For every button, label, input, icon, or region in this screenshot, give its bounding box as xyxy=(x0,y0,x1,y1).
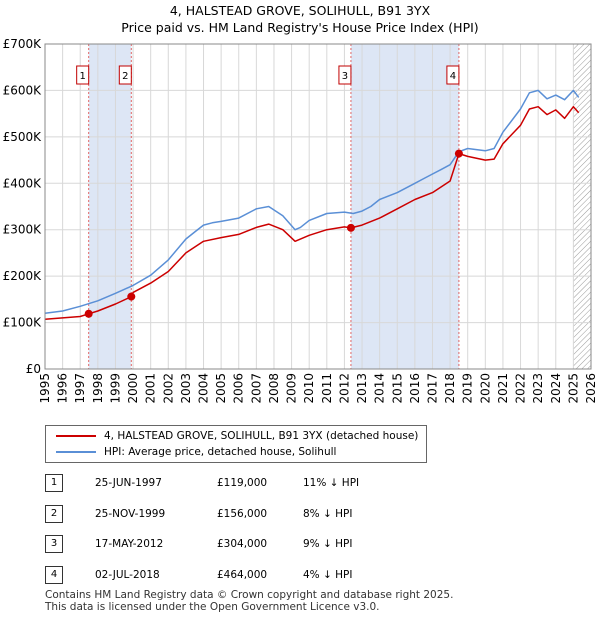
sale-marker-box xyxy=(118,65,132,85)
x-tick-label: 2016 xyxy=(408,373,422,404)
x-tick-label: 1996 xyxy=(56,373,70,404)
y-tick-label: £400K xyxy=(3,176,43,190)
chart-title-line2: Price paid vs. HM Land Registry's House … xyxy=(121,20,479,35)
x-tick-label: 2024 xyxy=(549,373,563,404)
x-tick-label: 2023 xyxy=(531,373,545,404)
x-tick-label: 2002 xyxy=(161,373,175,404)
footer-line1: Contains HM Land Registry data © Crown c… xyxy=(45,589,454,601)
legend-label-property: 4, HALSTEAD GROVE, SOLIHULL, B91 3YX (de… xyxy=(104,430,419,442)
legend: 4, HALSTEAD GROVE, SOLIHULL, B91 3YX (de… xyxy=(45,425,427,463)
footer: Contains HM Land Registry data © Crown c… xyxy=(45,589,453,613)
sale-point xyxy=(346,223,355,232)
sale-marker-label: 1 xyxy=(79,71,85,82)
x-tick-label: 2003 xyxy=(179,373,193,404)
transaction-price: £304,000 xyxy=(217,538,268,550)
footer-line2: This data is licensed under the Open Gov… xyxy=(45,601,380,613)
legend-label-hpi: HPI: Average price, detached house, Soli… xyxy=(104,446,337,458)
x-tick-label: 2006 xyxy=(232,373,246,404)
table-row: 3 17-MAY-2012 £304,000 9% ↓ HPI xyxy=(45,535,405,553)
y-tick-label: £700K xyxy=(3,37,43,51)
transaction-number: 2 xyxy=(45,505,63,523)
x-tick-label: 2015 xyxy=(390,373,404,404)
transaction-price: £464,000 xyxy=(217,569,268,581)
shaded-period xyxy=(350,44,459,369)
sale-point xyxy=(454,149,463,158)
x-tick-label: 2021 xyxy=(496,373,510,404)
x-tick-label: 2009 xyxy=(285,373,299,404)
x-tick-label: 2018 xyxy=(443,373,457,404)
x-tick-label: 2017 xyxy=(425,373,439,404)
x-tick-label: 2014 xyxy=(373,373,387,404)
x-tick-label: 2020 xyxy=(478,373,492,404)
x-tick-label: 2005 xyxy=(214,373,228,404)
transaction-number: 4 xyxy=(45,566,63,584)
transaction-number: 3 xyxy=(45,535,63,553)
sale-point xyxy=(127,292,136,301)
hpi-line xyxy=(44,89,580,315)
transaction-date: 02-JUL-2018 xyxy=(95,569,160,581)
transaction-hpi-diff: 11% ↓ HPI xyxy=(303,477,360,489)
table-row: 1 25-JUN-1997 £119,000 11% ↓ HPI xyxy=(45,474,405,492)
x-tick-label: 2010 xyxy=(302,373,316,404)
y-tick-label: £300K xyxy=(3,223,43,237)
x-tick-label: 1997 xyxy=(73,373,87,404)
x-tick-label: 2025 xyxy=(566,373,580,404)
x-tick-label: 2022 xyxy=(514,373,528,404)
y-tick-label: £500K xyxy=(3,130,43,144)
legend-swatch-property xyxy=(56,435,96,437)
x-tick-label: 1999 xyxy=(108,373,122,404)
transaction-hpi-diff: 9% ↓ HPI xyxy=(303,538,353,550)
x-tick-label: 2012 xyxy=(337,373,351,404)
sale-marker-box xyxy=(338,65,352,85)
sale-marker-label: 2 xyxy=(122,71,128,82)
x-tick-label: 2004 xyxy=(197,373,211,404)
x-tick-label: 2001 xyxy=(144,373,158,404)
legend-swatch-hpi xyxy=(56,451,96,453)
transaction-date: 25-NOV-1999 xyxy=(95,508,166,520)
x-tick-label: 2008 xyxy=(267,373,281,404)
transaction-hpi-diff: 4% ↓ HPI xyxy=(303,569,353,581)
y-tick-label: £100K xyxy=(3,316,43,330)
x-tick-label: 2007 xyxy=(249,373,263,404)
table-row: 2 25-NOV-1999 £156,000 8% ↓ HPI xyxy=(45,505,405,523)
y-tick-label: £600K xyxy=(3,83,43,97)
transaction-price: £156,000 xyxy=(217,508,268,520)
sale-point xyxy=(84,309,93,318)
x-tick-label: 1995 xyxy=(38,373,52,404)
x-tick-label: 2019 xyxy=(461,373,475,404)
transaction-price: £119,000 xyxy=(217,477,268,489)
x-tick-label: 2013 xyxy=(355,373,369,404)
table-row: 4 02-JUL-2018 £464,000 4% ↓ HPI xyxy=(45,566,405,584)
sale-marker-label: 4 xyxy=(450,71,456,82)
transaction-date: 17-MAY-2012 xyxy=(95,538,164,550)
forecast-hatch xyxy=(573,44,591,369)
transaction-hpi-diff: 8% ↓ HPI xyxy=(303,508,353,520)
chart-title: 4, HALSTEAD GROVE, SOLIHULL, B91 3YX Pri… xyxy=(0,2,600,36)
sale-marker-box xyxy=(446,65,460,85)
y-tick-label: £200K xyxy=(3,269,43,283)
x-tick-label: 2011 xyxy=(320,373,334,404)
sale-marker-label: 3 xyxy=(342,71,348,82)
chart-title-line1: 4, HALSTEAD GROVE, SOLIHULL, B91 3YX xyxy=(169,3,431,18)
legend-item-property: 4, HALSTEAD GROVE, SOLIHULL, B91 3YX (de… xyxy=(56,428,418,444)
shaded-period xyxy=(88,44,132,369)
legend-item-hpi: HPI: Average price, detached house, Soli… xyxy=(56,444,336,460)
x-tick-label: 2000 xyxy=(126,373,140,404)
y-tick-label: £0 xyxy=(26,362,41,376)
price-chart: 1 2 3 4 £0 £100K £200K £300K £400K £500K £600K £70… xyxy=(3,37,598,404)
x-tick-label: 2026 xyxy=(584,373,598,404)
sale-marker-box xyxy=(76,65,90,85)
x-tick-label: 1998 xyxy=(91,373,105,404)
plot-frame xyxy=(44,43,592,370)
transaction-number: 1 xyxy=(45,474,63,492)
transaction-date: 25-JUN-1997 xyxy=(95,477,162,489)
